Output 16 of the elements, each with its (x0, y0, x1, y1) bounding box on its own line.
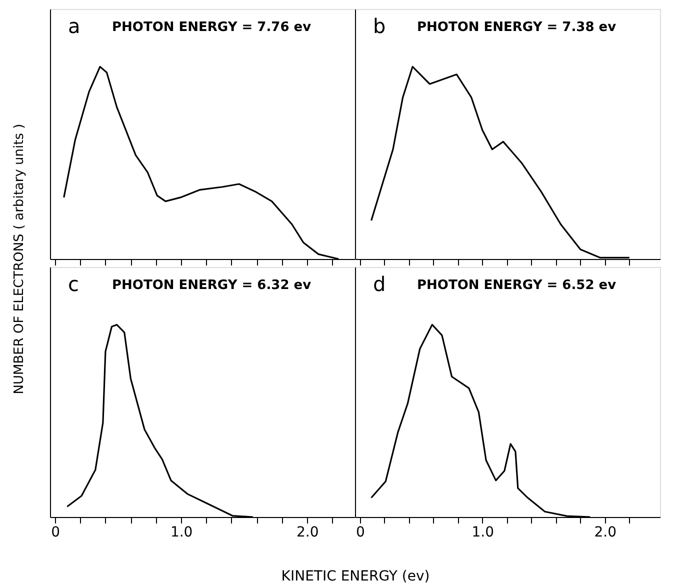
text: PHOTON ENERGY = 7.38 ev (417, 20, 617, 35)
text: d (373, 272, 386, 296)
x-tick-label: 2.0 (296, 524, 319, 540)
x-tick-label: 0 (356, 524, 365, 540)
y-axis-title: NUMBER OF ELECTRONS ( arbitary units ) (12, 124, 27, 394)
x-tick-label: 0 (51, 524, 60, 540)
x-tick-label: 1.0 (472, 524, 494, 540)
x-tick-label: 1.0 (170, 524, 193, 540)
x-axis-title: KINETIC ENERGY (ev) (281, 568, 430, 584)
text: a (68, 14, 80, 38)
text: PHOTON ENERGY = 6.32 ev (112, 278, 312, 293)
text: b (373, 14, 386, 38)
x-tick-label: 2.0 (594, 524, 617, 540)
text: PHOTON ENERGY = 6.52 ev (417, 278, 617, 293)
text: c (68, 272, 79, 296)
text: PHOTON ENERGY = 7.76 ev (112, 20, 312, 35)
